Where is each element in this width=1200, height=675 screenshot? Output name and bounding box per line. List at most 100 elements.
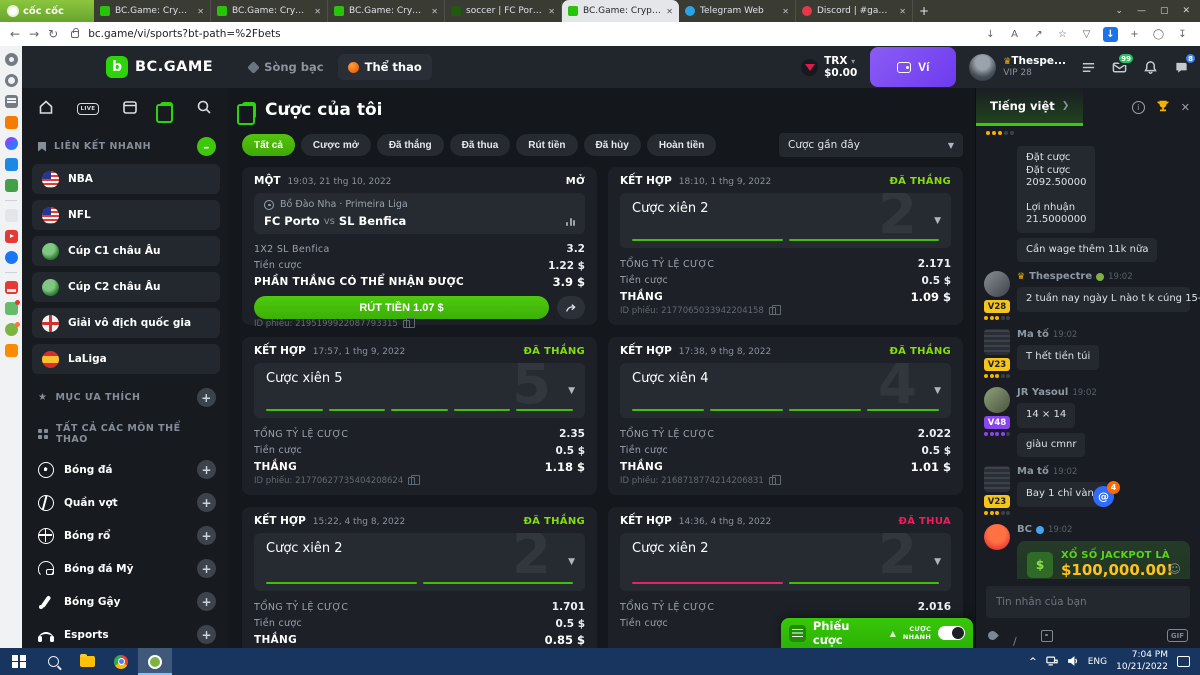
quick-link-item[interactable]: Giải vô địch quốc gia [32, 308, 220, 338]
side-strip-icon[interactable] [4, 158, 18, 171]
expand-caret-icon[interactable]: ▼ [568, 385, 575, 396]
browser-tab[interactable]: Discord | #games | 3 ✕ [796, 0, 913, 22]
chat-avatar[interactable] [984, 271, 1010, 297]
close-chat-icon[interactable]: ✕ [1180, 100, 1190, 114]
match-box[interactable]: Bồ Đào Nha · Primeira Liga FC Porto vs S… [254, 193, 585, 234]
clock[interactable]: 7:04 PM 10/21/2022 [1116, 649, 1168, 672]
filter-chip[interactable]: Hoàn tiền [646, 134, 717, 156]
betslip-button[interactable]: Phiếu cược ▲ CƯỢC NHANH [781, 618, 973, 648]
copy-icon[interactable] [402, 318, 415, 328]
share-icon[interactable]: ↗ [1034, 28, 1043, 40]
side-strip-icon[interactable] [4, 344, 18, 357]
close-window-icon[interactable]: ✕ [1182, 6, 1190, 16]
sport-item[interactable]: Bóng đá Mỹ + [32, 552, 220, 585]
filter-chip[interactable]: Rút tiền [516, 134, 578, 156]
address-bar[interactable]: bc.game/vi/sports?bt-path=%2Fbets [88, 28, 281, 40]
sport-item[interactable]: Bóng Gậy + [32, 585, 220, 618]
currency-selector[interactable]: TRX ▾ $0.00 [801, 55, 857, 79]
expand-caret-icon[interactable]: ▼ [934, 557, 941, 567]
dice-icon[interactable] [1041, 629, 1053, 642]
user-profile[interactable]: ♛Thespe... VIP 28 [969, 53, 1066, 81]
expand-sport-button[interactable]: + [197, 559, 216, 578]
collapse-quick-links-button[interactable]: – [197, 137, 216, 156]
taskbar-search-icon[interactable] [36, 648, 70, 675]
filter-chip[interactable]: Đã thua [449, 134, 511, 156]
filter-chip[interactable]: Cược mở [300, 134, 371, 156]
filter-chip[interactable]: Đã thắng [376, 134, 444, 156]
chat-input[interactable] [986, 586, 1190, 618]
expand-sport-button[interactable]: + [197, 625, 216, 644]
chat-toggle-icon[interactable]: 8 [1172, 52, 1197, 76]
home-icon[interactable] [38, 99, 54, 119]
input-language[interactable]: ENG [1087, 656, 1108, 667]
expand-caret-icon[interactable]: ▼ [934, 215, 941, 226]
tab-close-icon[interactable]: ✕ [899, 6, 906, 16]
expand-sport-button[interactable]: + [197, 592, 216, 611]
live-icon[interactable]: LIVE [76, 103, 100, 115]
sport-item[interactable]: Bóng đá + [32, 453, 220, 486]
volume-icon[interactable] [1067, 652, 1079, 671]
chat-avatar[interactable] [984, 329, 1010, 355]
copy-icon[interactable] [768, 475, 781, 485]
copy-icon[interactable] [408, 475, 421, 485]
side-strip-icon[interactable] [4, 230, 18, 243]
side-strip-icon[interactable] [4, 322, 20, 336]
notification-center-icon[interactable] [1177, 656, 1190, 667]
filter-chip[interactable]: Đã hủy [583, 134, 641, 156]
tray-expand-icon[interactable]: ^ [1029, 656, 1037, 667]
file-explorer-icon[interactable] [70, 648, 104, 675]
side-strip-icon[interactable] [5, 272, 17, 273]
extensions-icon[interactable]: + [1130, 28, 1139, 40]
coccoc-taskbar-icon[interactable] [138, 648, 172, 675]
quick-link-item[interactable]: NBA [32, 164, 220, 194]
nav-casino[interactable]: Sòng bạc [239, 54, 333, 80]
expand-sport-button[interactable]: + [197, 493, 216, 512]
side-strip-icon[interactable] [5, 200, 17, 201]
side-strip-icon[interactable] [4, 137, 18, 150]
tab-close-icon[interactable]: ✕ [666, 6, 673, 16]
side-strip-icon[interactable] [4, 74, 18, 87]
emoji-icon[interactable]: ☺ [1168, 562, 1181, 576]
browser-tab[interactable]: BC.Game: Crypto Casino ✕ [211, 0, 328, 22]
maximize-icon[interactable]: ▢ [1159, 6, 1169, 16]
quick-link-item[interactable]: Cúp C1 châu Âu [32, 236, 220, 266]
bell-icon[interactable] [1141, 58, 1159, 76]
side-strip-icon[interactable] [4, 300, 20, 315]
bookmark-star-icon[interactable]: ☆ [1058, 28, 1067, 40]
tab-search-icon[interactable]: ⌄ [1115, 6, 1123, 16]
mail-icon[interactable]: 99 [1110, 52, 1135, 76]
wallet-button[interactable]: Ví [870, 47, 957, 87]
shield-icon[interactable]: ▽ [1082, 28, 1091, 40]
sport-item[interactable]: Bóng rổ + [32, 519, 220, 552]
calendar-icon[interactable] [122, 99, 138, 119]
profile-icon[interactable]: ◯ [1152, 28, 1165, 40]
tab-close-icon[interactable]: ✕ [782, 6, 789, 16]
chat-username[interactable]: Thespectre [1029, 271, 1093, 282]
tab-close-icon[interactable]: ✕ [431, 6, 438, 16]
expand-sport-button[interactable]: + [197, 460, 216, 479]
chat-rules-icon[interactable]: i [1131, 100, 1145, 114]
expand-sport-button[interactable]: + [197, 526, 216, 545]
bcgame-logo[interactable]: b BC.GAME [106, 56, 213, 78]
browser-tab[interactable]: BC.Game: Crypto Casino ✕ [328, 0, 445, 22]
side-strip-icon[interactable] [4, 179, 18, 192]
tab-close-icon[interactable]: ✕ [548, 6, 555, 16]
combo-box[interactable]: Cược xiên 2 2 ▼ [620, 533, 951, 591]
downloads-icon[interactable]: ↧ [1178, 28, 1187, 40]
chat-username[interactable]: Ma tố [1017, 329, 1049, 340]
expand-caret-icon[interactable]: ▼ [934, 385, 941, 396]
search-icon[interactable] [196, 99, 212, 119]
quick-link-item[interactable]: NFL [32, 200, 220, 230]
pen-icon[interactable] [1013, 630, 1025, 642]
download-active-icon[interactable]: ↓ [1103, 26, 1118, 42]
coccoc-brand[interactable]: cốc cốc [0, 0, 94, 22]
copy-icon[interactable] [768, 305, 781, 315]
reload-icon[interactable]: ↻ [48, 27, 59, 41]
chat-language-tab[interactable]: Tiếng việt ❯ [976, 88, 1084, 126]
mention-indicator[interactable]: @ 4 [1093, 481, 1120, 507]
combo-box[interactable]: Cược xiên 2 2 ▼ [620, 193, 951, 248]
tab-close-icon[interactable]: ✕ [197, 6, 204, 16]
sort-dropdown[interactable]: Cược gần đây ▼ [779, 133, 963, 157]
browser-tab[interactable]: Telegram Web ✕ [679, 0, 796, 22]
chat-avatar[interactable] [984, 466, 1010, 492]
